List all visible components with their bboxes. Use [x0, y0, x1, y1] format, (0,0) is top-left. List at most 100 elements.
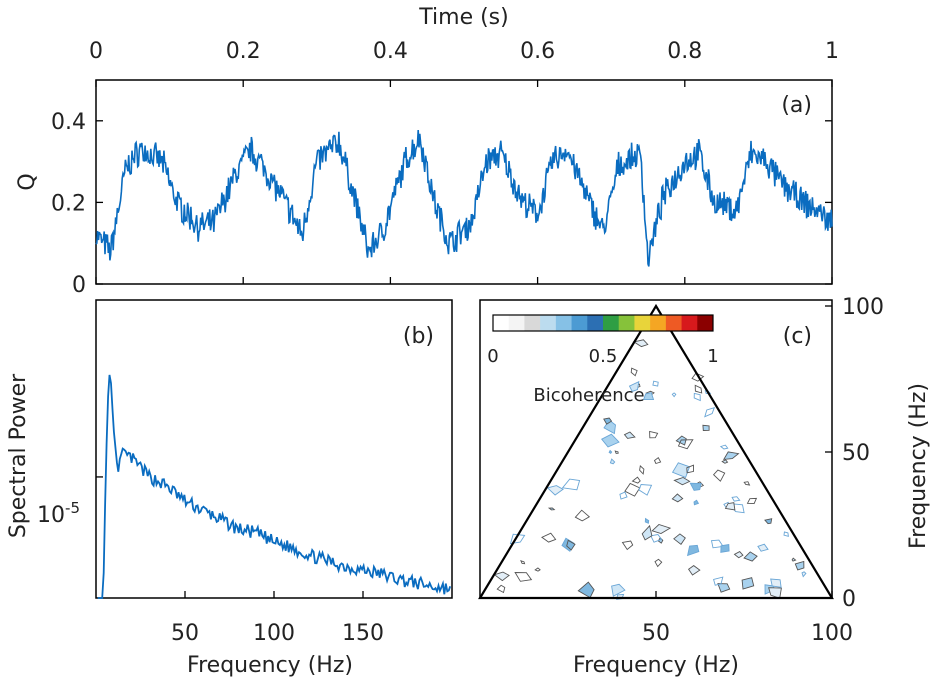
panel-a-ytick-label: 0.4 [51, 110, 86, 135]
colorbar-tick-label: 0.5 [589, 346, 618, 367]
panel-a-xtick-label: 0.8 [667, 39, 702, 64]
panel-c-ytick-label: 0 [842, 587, 856, 612]
panel-b-xticks: 50 100 150 [171, 591, 384, 646]
colorbar-tick-label: 0 [487, 346, 498, 367]
bicoherence-spot [520, 560, 526, 565]
colorbar-swatch [665, 315, 683, 331]
bicoherence-spot [673, 477, 691, 486]
bicoherence-spot [514, 572, 533, 582]
bicoherence-spot [623, 431, 636, 439]
panel-c-bicoherence-spots [493, 316, 807, 600]
bicoherence-spot [493, 571, 510, 582]
bicoherence-spot [631, 476, 641, 484]
colorbar-label: Bicoherence [533, 385, 644, 406]
bicoherence-spot [686, 464, 694, 474]
panel-a-xtick-label: 0.6 [520, 39, 555, 64]
panel-c-xlabel: Frequency (Hz) [573, 653, 739, 678]
bicoherence-spot [731, 496, 741, 502]
colorbar-swatch [603, 315, 620, 331]
bicoherence-spot [547, 507, 556, 511]
bicoherence-spot [721, 459, 729, 464]
panel-b-series-line [97, 374, 452, 599]
panel-a-xtick-label: 1 [825, 39, 839, 64]
bicoherence-spot [687, 565, 701, 576]
panel-c-yticks: 0 50 100 [825, 295, 884, 612]
bicoherence-spot [719, 444, 729, 450]
bicoherence-spot [743, 481, 751, 486]
bicoherence-spot [628, 380, 640, 392]
panel-c-label: (c) [783, 324, 812, 349]
panel-a-frame [95, 79, 833, 285]
bicoherence-spot [600, 433, 620, 448]
bicoherence-spot [541, 532, 557, 543]
bicoherence-spot [704, 407, 716, 418]
panel-c-ytick-label: 100 [842, 295, 884, 320]
bicoherence-spot [713, 576, 724, 586]
colorbar-frame [492, 314, 714, 332]
panel-b-ytick-label: 10-5 [37, 499, 80, 528]
bicoherence-spot [694, 384, 703, 394]
bicoherence-spot [638, 484, 653, 496]
panel-b: (b) Frequency (Hz) Spectral Power 50 100 1… [6, 299, 453, 678]
bicoherence-spot [671, 392, 677, 398]
bicoherence-spot [770, 578, 782, 588]
colorbar-swatch [555, 315, 573, 331]
bicoherence-spot [712, 469, 726, 482]
bicoherence-spot [724, 502, 736, 511]
panel-c-ylabel: Frequency (Hz) [906, 383, 931, 549]
bicoherence-spot [653, 457, 662, 465]
bicoherence-spot [691, 372, 705, 382]
bicoherence-spot [651, 523, 672, 534]
bicoherence-spot [652, 380, 659, 387]
bicoherence-spot [689, 482, 702, 491]
colorbar-swatch [587, 315, 604, 331]
bicoherence-spot [561, 478, 581, 491]
bicoherence-spot [746, 497, 758, 505]
bicoherence-spot [649, 430, 659, 439]
panel-b-ylabel: Spectral Power [6, 373, 31, 538]
bicoherence-spot [764, 518, 773, 525]
panel-c-ytick-label: 50 [842, 441, 870, 466]
bicoherence-spot [621, 540, 634, 551]
bicoherence-spot [743, 551, 758, 562]
panel-a-xticks: 0 0.2 0.4 0.6 0.8 1 [89, 39, 839, 284]
bicoherence-spot [671, 493, 684, 503]
panel-a-xtick-label: 0.2 [226, 39, 261, 64]
panel-a-xtick-label: 0.4 [373, 39, 408, 64]
bicoherence-spot [801, 571, 807, 578]
bicoherence-spot [609, 458, 616, 465]
panel-a-ylabel: Q [15, 173, 40, 190]
colorbar-ticks: 0 0.5 1 [487, 346, 718, 367]
bicoherence-spot [534, 567, 541, 572]
colorbar-swatch [524, 315, 541, 331]
panel-c-frame [479, 299, 833, 599]
bicoherence-spot [611, 583, 626, 597]
bicoherence-spot [673, 533, 686, 545]
bicoherence-spot [630, 367, 638, 377]
bicoherence-spot [794, 560, 805, 571]
panel-a-series-line [95, 129, 833, 267]
panel-a-ytick-label: 0 [72, 273, 86, 298]
bicoherence-spot [741, 577, 755, 590]
bicoherence-spot [642, 392, 655, 401]
panel-c-xticks: 50 100 [642, 591, 853, 646]
panel-b-xtick-label: 150 [342, 621, 384, 646]
bicoherence-spot [654, 558, 663, 568]
panel-a: Time (s) Q (a) 0 0.2 0.4 0.6 0.8 1 0 0.2 0.4 [15, 5, 839, 298]
panel-c-region-triangle [478, 303, 834, 600]
colorbar-swatch [697, 315, 714, 331]
bicoherence-spot [641, 524, 653, 541]
bicoherence-spot [603, 417, 613, 425]
bicoherence-spot [650, 534, 663, 543]
panel-a-xtick-label: 0 [89, 39, 103, 64]
bicoherence-spot [546, 485, 564, 496]
bicoherence-spot [624, 482, 641, 497]
colorbar-tick-label: 1 [707, 346, 718, 367]
panel-a-yticks: 0 0.2 0.4 [51, 110, 832, 298]
bicoherence-spot [574, 509, 591, 522]
panel-c-xtick-label: 100 [811, 621, 853, 646]
bicoherence-spot [614, 450, 619, 454]
panel-b-frame [95, 299, 453, 599]
bicoherence-spot [619, 491, 628, 500]
